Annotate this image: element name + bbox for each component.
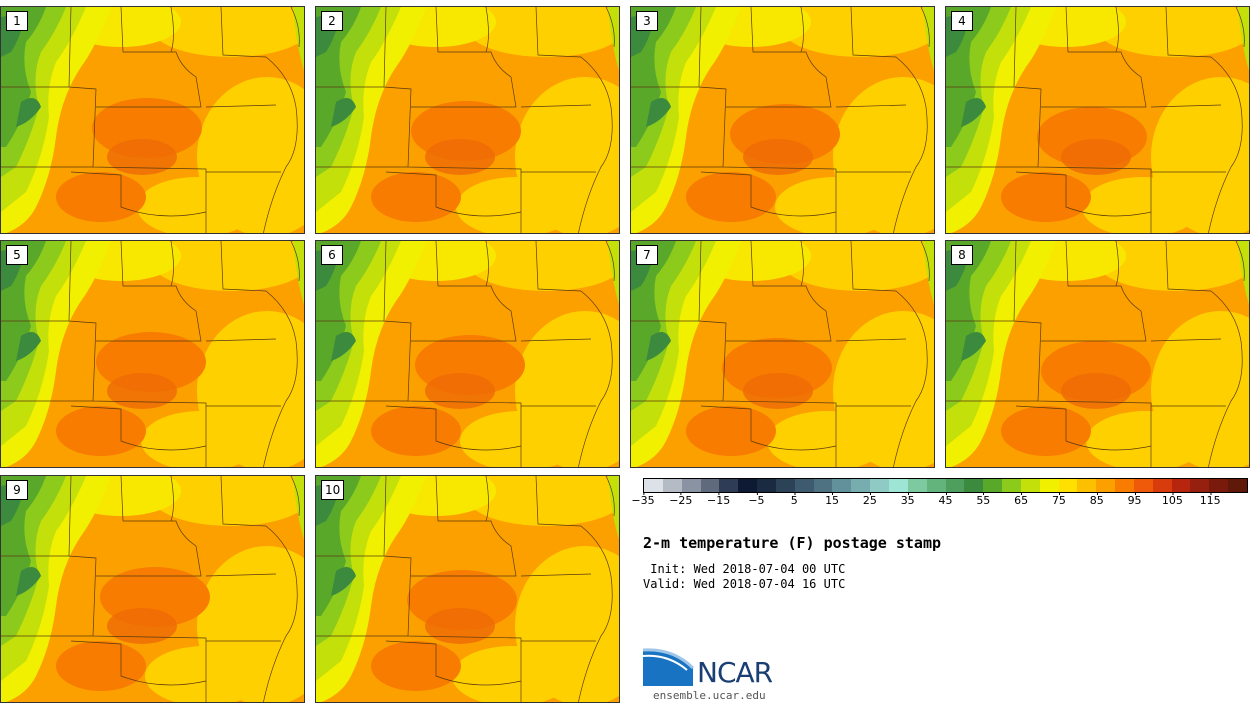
colorbar-segment — [1171, 479, 1191, 492]
member-number-label: 5 — [6, 245, 28, 265]
colorbar-segment — [888, 479, 908, 492]
colorbar-segment — [662, 479, 682, 492]
colorbar-tick-label: 75 — [1051, 492, 1066, 507]
colorbar-tick-label: 45 — [938, 492, 953, 507]
temperature-field-map — [631, 7, 934, 233]
temperature-field-map — [1, 241, 304, 467]
colorbar-segment — [681, 479, 701, 492]
temperature-field-map — [316, 241, 619, 467]
member-number-label: 7 — [636, 245, 658, 265]
temperature-colorbar — [643, 478, 1248, 493]
colorbar-tick-label: 85 — [1089, 492, 1104, 507]
member-panel: 7 — [630, 240, 935, 468]
site-url: ensemble.ucar.edu — [653, 689, 766, 702]
ncar-logo-text: NCAR — [697, 656, 773, 689]
colorbar-segment — [832, 479, 852, 492]
temperature-field-map — [631, 241, 934, 467]
colorbar-tick-label: 55 — [976, 492, 991, 507]
valid-time: Valid: Wed 2018-07-04 16 UTC — [643, 577, 846, 591]
colorbar-segment — [851, 479, 871, 492]
colorbar-segment — [945, 479, 965, 492]
ncar-logo-icon — [643, 648, 695, 686]
colorbar-segment — [1152, 479, 1172, 492]
temperature-field-map — [1, 7, 304, 233]
member-number-label: 4 — [951, 11, 973, 31]
colorbar-tick-label: 5 — [790, 492, 798, 507]
colorbar-segment — [1020, 479, 1040, 492]
colorbar-segment — [1039, 479, 1059, 492]
member-number-label: 9 — [6, 480, 28, 500]
colorbar-segment — [1115, 479, 1134, 492]
temperature-field-map — [316, 476, 619, 702]
plot-title: 2-m temperature (F) postage stamp — [643, 534, 942, 552]
colorbar-tick-label: 95 — [1127, 492, 1142, 507]
member-panel: 10 — [315, 475, 620, 703]
member-number-label: 2 — [321, 11, 343, 31]
temperature-field-map — [946, 7, 1249, 233]
colorbar-segment — [870, 479, 889, 492]
temperature-field-map — [316, 7, 619, 233]
member-number-label: 6 — [321, 245, 343, 265]
colorbar-tick-label: 35 — [900, 492, 915, 507]
member-number-label: 10 — [321, 480, 345, 500]
colorbar-tick-label: 115 — [1199, 492, 1221, 507]
member-panel: 3 — [630, 6, 935, 234]
member-number-label: 8 — [951, 245, 973, 265]
colorbar-tick-label: −35 — [631, 492, 655, 507]
member-panel: 6 — [315, 240, 620, 468]
colorbar-tick-label: 65 — [1014, 492, 1029, 507]
colorbar-tick-label: −25 — [669, 492, 693, 507]
temperature-field-map — [946, 241, 1249, 467]
colorbar-tick-labels: −35 −25 −15 −5 5 15 25 35 45 55 65 75 85 95 105 115 — [631, 492, 1248, 516]
colorbar-segment — [738, 479, 758, 492]
colorbar-tick-label: 15 — [825, 492, 840, 507]
colorbar-segment — [907, 479, 927, 492]
colorbar-segment — [964, 479, 984, 492]
colorbar-tick-label: −5 — [748, 492, 765, 507]
colorbar-segment — [644, 479, 663, 492]
colorbar-segment — [1002, 479, 1021, 492]
colorbar-segment — [813, 479, 833, 492]
colorbar-segment — [1228, 479, 1247, 492]
member-number-label: 1 — [6, 11, 28, 31]
colorbar-segment — [775, 479, 795, 492]
member-panel: 9 — [0, 475, 305, 703]
colorbar-segment — [1190, 479, 1210, 492]
colorbar-segment — [1077, 479, 1097, 492]
colorbar-segment — [794, 479, 814, 492]
colorbar-segment — [1133, 479, 1153, 492]
member-panel: 4 — [945, 6, 1250, 234]
colorbar-segment — [700, 479, 720, 492]
colorbar-tick-label: 105 — [1161, 492, 1183, 507]
colorbar-segment — [1058, 479, 1078, 492]
member-panel: 5 — [0, 240, 305, 468]
member-panel: 2 — [315, 6, 620, 234]
colorbar-segment — [719, 479, 739, 492]
colorbar-segment — [1209, 479, 1229, 492]
colorbar-segment — [1096, 479, 1116, 492]
colorbar-tick-label: −15 — [707, 492, 731, 507]
member-panel: 1 — [0, 6, 305, 234]
colorbar-segment — [983, 479, 1003, 492]
colorbar-tick-label: 25 — [862, 492, 877, 507]
colorbar-segment — [926, 479, 946, 492]
temperature-field-map — [1, 476, 304, 702]
member-panel: 8 — [945, 240, 1250, 468]
init-time: Init: Wed 2018-07-04 00 UTC — [643, 562, 846, 576]
colorbar-segment — [757, 479, 776, 492]
member-number-label: 3 — [636, 11, 658, 31]
